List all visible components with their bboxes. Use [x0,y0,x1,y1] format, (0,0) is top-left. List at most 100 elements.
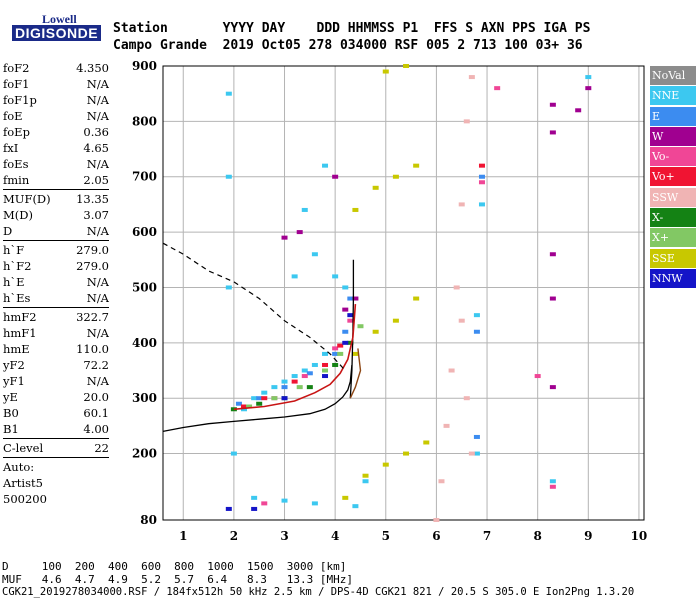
echo-point [549,484,556,489]
param-value: 72.2 [83,358,109,372]
legend-item: X+ [650,228,696,248]
param-key: foF2 [3,61,30,75]
param-value: 20.0 [83,390,109,404]
echo-point [291,374,298,379]
echo-point [332,274,339,279]
echo-point [473,329,480,334]
x-tick-label: 2 [230,529,238,543]
legend-item: NNW [650,268,696,288]
echo-point [413,296,420,301]
param-row: foE N/A [3,108,109,124]
param-value: 60.1 [83,406,109,420]
echo-point [256,401,263,406]
param-key: B0 [3,406,19,420]
x-tick-label: 5 [382,529,390,543]
y-tick-label: 800 [132,114,157,128]
param-row: D N/A [3,223,109,239]
echo-point [332,362,339,367]
param-value: N/A [86,374,109,388]
param-value: 110.0 [76,342,109,356]
echo-point [281,385,288,390]
param-row: yE 20.0 [3,389,109,405]
param-row: hmF2 322.7 [3,309,109,325]
y-tick-label: 700 [132,170,157,184]
echo-point [372,329,379,334]
echo-point [458,202,465,207]
y-tick-label: 400 [132,336,157,350]
legend-item: W [650,126,696,146]
param-key: h`F [3,243,25,257]
x-trace-curve [349,348,362,399]
x-tick-label: 4 [331,529,339,543]
echo-point [549,479,556,484]
echo-point [403,64,410,68]
param-value: 279.0 [76,243,109,257]
param-value: N/A [86,291,109,305]
echo-point [306,385,313,390]
y-tick-label: 600 [132,225,157,239]
echo-point [342,340,349,345]
echo-point [322,374,329,379]
echo-point [478,174,485,179]
param-key: yF2 [3,358,25,372]
echo-point [251,506,258,511]
param-row: h`F 279.0 [3,242,109,258]
echo-point [392,318,399,323]
echo-point [261,396,268,401]
header-labels: Station YYYY DAY DDD HHMMSS P1 FFS S AXN… [113,21,591,36]
echo-point [575,108,582,113]
echo-point [291,274,298,279]
echo-point [246,404,253,409]
echo-point [311,501,318,506]
echo-point [549,252,556,257]
param-key: D [3,224,13,238]
echo-point [281,235,288,240]
param-row: h`E N/A [3,274,109,290]
param-row: fmin 2.05 [3,172,109,188]
echo-point [392,174,399,179]
param-row: foEs N/A [3,156,109,172]
param-key: hmF1 [3,326,37,340]
param-value: 0.36 [83,125,109,139]
echo-point [256,396,263,401]
param-key: foE [3,109,23,123]
param-row: h`Es N/A [3,290,109,306]
legend-item: Vo+ [650,167,696,187]
y-tick-label: 80 [140,513,157,527]
legend-item: E [650,106,696,126]
echo-point [473,313,480,318]
echo-point [468,451,475,456]
parameter-panel: foF2 4.350 foF1 N/A foF1p N/A foE N/A foEp 0.36 fx… [3,60,109,507]
param-separator [3,438,109,439]
param-key: M(D) [3,208,33,222]
param-value: 4.00 [83,422,109,436]
echo-point [478,180,485,185]
param-row: hmE 110.0 [3,341,109,357]
echo-point [438,479,445,484]
profile-curve [162,364,353,433]
echo-point [281,396,288,401]
echo-point [322,368,329,373]
legend-item: NoVal [650,66,696,85]
x-tick-label: 9 [584,529,592,543]
echo-point [342,329,349,334]
param-key: 500200 [3,492,47,506]
param-row: yF1 N/A [3,373,109,389]
param-row: hmF1 N/A [3,325,109,341]
param-row: C-level 22 [3,440,109,456]
o-trace-curve [233,304,357,411]
echo-point [433,518,440,522]
echo-point [261,390,268,395]
param-row: Auto: [3,459,109,475]
x-tick-label: 6 [432,529,440,543]
echo-point [337,351,344,356]
echo-point [347,340,354,345]
echo-point [463,119,470,124]
echo-point [225,91,232,96]
param-value: 13.35 [76,192,109,206]
echo-point [463,396,470,401]
file-info-line: CGK21_2019278034000.RSF / 184fx512h 50 k… [2,586,635,598]
param-value: 4.65 [83,141,109,155]
param-value: N/A [86,77,109,91]
